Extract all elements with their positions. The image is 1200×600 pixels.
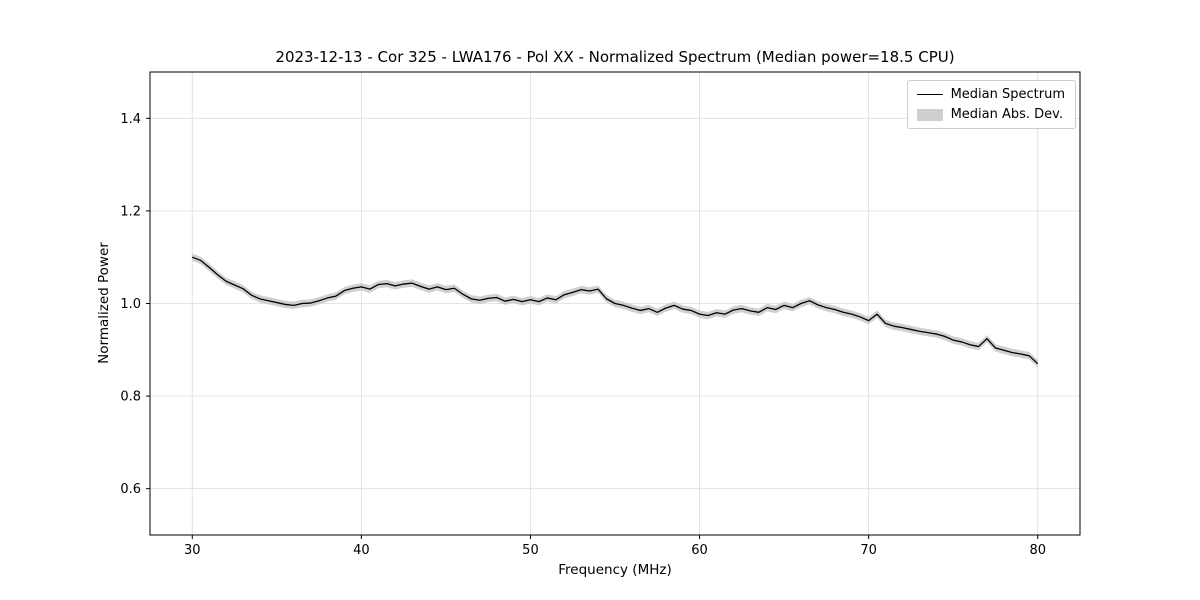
- x-axis-label: Frequency (MHz): [558, 562, 672, 578]
- x-tick-label-70: 70: [860, 543, 877, 558]
- y-tick-label-1: 1.0: [120, 297, 141, 312]
- legend-item-median-spectrum: Median Spectrum: [916, 87, 1065, 102]
- y-axis-label: Normalized Power: [96, 242, 112, 364]
- legend-label-median-abs-dev: Median Abs. Dev.: [950, 107, 1064, 122]
- x-tick-label-80: 80: [1029, 543, 1046, 558]
- y-tick-label-1.4: 1.4: [120, 112, 141, 127]
- line-swatch-icon: [916, 94, 943, 95]
- x-tick-label-60: 60: [691, 543, 708, 558]
- y-tick-label-0.6: 0.6: [120, 482, 141, 497]
- legend-item-median-abs-dev: Median Abs. Dev.: [916, 107, 1065, 122]
- x-tick-label-40: 40: [353, 543, 370, 558]
- x-tick-label-50: 50: [522, 543, 539, 558]
- median-spectrum-line: [192, 256, 1039, 365]
- chart-title: 2023-12-13 - Cor 325 - LWA176 - Pol XX -…: [275, 48, 955, 66]
- x-tick-label-30: 30: [184, 543, 201, 558]
- legend-label-median-spectrum: Median Spectrum: [950, 87, 1065, 102]
- y-tick-label-0.8: 0.8: [120, 390, 141, 405]
- legend: Median Spectrum Median Abs. Dev.: [906, 80, 1076, 129]
- mad-band: [192, 253, 1038, 368]
- patch-swatch-icon: [916, 108, 943, 121]
- y-tick-label-1.2: 1.2: [120, 204, 141, 219]
